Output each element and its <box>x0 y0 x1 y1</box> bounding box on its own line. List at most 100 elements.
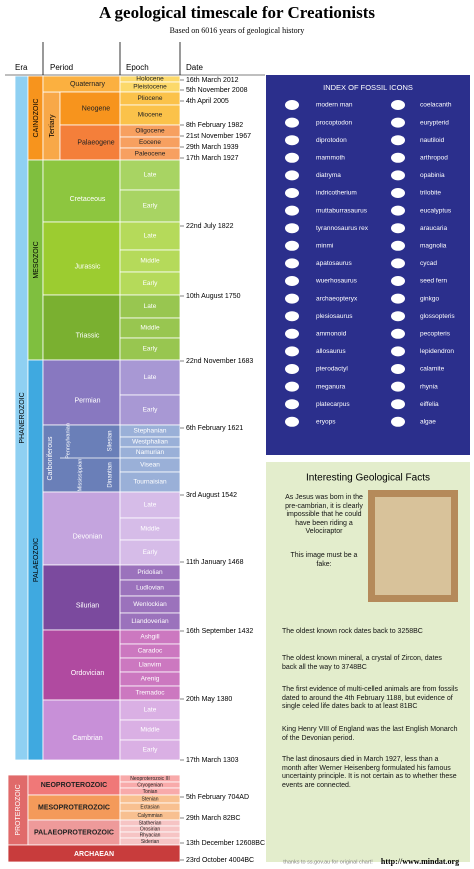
fossil-name: opabinia <box>420 172 445 179</box>
fossil-name: lepidendron <box>420 348 454 355</box>
fossil-icon <box>285 152 299 163</box>
fossil-name: nautiloid <box>420 137 445 144</box>
fossil-name: diprotodon <box>316 137 347 144</box>
fossil-icon <box>285 258 299 269</box>
date-label: 21st November 1967 <box>186 133 251 140</box>
subdivision-label: Mississippian <box>77 459 83 492</box>
date-label: 20th May 1380 <box>186 696 232 703</box>
epoch-label: Pleistocene <box>133 84 167 91</box>
fossil-name: seed fern <box>420 278 447 285</box>
fossil-icon <box>391 240 405 251</box>
period-label: Neogene <box>82 105 111 112</box>
epoch-label: Tournaisian <box>133 479 167 486</box>
epoch-label: Wenlockian <box>133 601 167 608</box>
fossil-icon <box>391 328 405 339</box>
era-label: ARCHAEAN <box>74 851 114 858</box>
era-label: PHANEROZOIC <box>19 392 26 443</box>
subtitle: Based on 6016 years of geological histor… <box>170 26 305 35</box>
period-label: Carboniferous <box>47 436 54 480</box>
epoch-label: Late <box>144 374 157 381</box>
period-label: Palaeogene <box>77 139 114 146</box>
fact-text: The last dinosaurs died in March 1927, l… <box>282 756 457 789</box>
epoch-label: Early <box>143 549 159 556</box>
fossil-name: trilobite <box>420 190 441 197</box>
fossil-name: algae <box>420 419 436 426</box>
fact-text: The oldest known mineral, a crystal of Z… <box>282 655 442 671</box>
epoch-label: Namurian <box>136 449 165 456</box>
epoch <box>119 189 181 223</box>
fossil-icon <box>391 346 405 357</box>
epoch-label: Pliocene <box>138 95 163 102</box>
fact-text: This image must be a fake: <box>290 552 358 568</box>
epoch-label: Arenig <box>141 676 160 683</box>
fossil-icon <box>285 188 299 198</box>
fossil-name: apatosaurus <box>316 260 353 267</box>
fake-image-inner <box>375 497 451 595</box>
fossil-icon <box>391 399 405 410</box>
fossil-name: eurypterid <box>420 119 449 126</box>
epoch <box>119 394 181 426</box>
subdivision-label: Silesian <box>108 430 114 451</box>
fossil-icon <box>285 135 299 146</box>
fossil-name: tyrannosaurus rex <box>316 225 369 232</box>
fossil-icon <box>285 205 299 216</box>
subdivision-label: Pennsylvanian <box>65 423 71 459</box>
fossil-icon <box>391 117 405 128</box>
fossil-name: minmi <box>316 243 333 250</box>
date-label: 5th February 704AD <box>186 794 249 801</box>
fossil-icon <box>285 100 299 110</box>
epoch <box>119 221 181 251</box>
fossil-icon <box>391 416 405 427</box>
epoch-label: Late <box>144 303 157 310</box>
period <box>42 629 121 701</box>
fossil-name: procoptodon <box>316 119 353 126</box>
epoch-label: Late <box>144 233 157 240</box>
footer-credit: thanks to ss.gov.au for original chart! <box>283 859 373 865</box>
epoch-label: Early <box>143 747 159 754</box>
fossil-name: calamite <box>420 366 445 373</box>
fact-text: The oldest known rock dates back to 3258… <box>282 628 423 635</box>
epoch-label: Cryogenian <box>137 782 163 788</box>
fossil-name: allosaurus <box>316 348 346 355</box>
date-label: 5th November 2008 <box>186 87 248 94</box>
period-label: Triassic <box>76 332 100 339</box>
epoch-label: Paleocene <box>135 151 166 158</box>
fossil-name: ammonoid <box>316 331 347 338</box>
facts-title: Interesting Geological Facts <box>306 473 430 484</box>
fossil-icon <box>285 240 299 251</box>
date-label: 17th March 1303 <box>186 757 239 764</box>
fossil-icon <box>285 381 299 392</box>
epoch-label: Middle <box>140 727 160 734</box>
period <box>59 124 121 161</box>
epoch-label: Early <box>143 407 159 414</box>
period-label: Cambrian <box>72 735 102 742</box>
fossil-icon <box>391 188 405 198</box>
column-header: Date <box>186 63 203 72</box>
column-header: Epoch <box>126 63 149 72</box>
period-label: NEOPROTEROZOIC <box>41 782 108 789</box>
period-label: Silurian <box>76 602 99 609</box>
fossil-icon <box>391 276 405 286</box>
epoch-label: Tonian <box>143 789 158 795</box>
fossil-icon <box>391 258 405 269</box>
fossil-icon <box>391 152 405 163</box>
epoch <box>119 739 181 761</box>
fossil-icon <box>391 100 405 110</box>
fossil-name: modern man <box>316 102 353 109</box>
date-label: 22nd July 1822 <box>186 223 234 230</box>
period-label: PALAEOPROTEROZOIC <box>34 829 114 836</box>
fossil-icon <box>391 170 405 181</box>
epoch-label: Late <box>144 502 157 509</box>
period <box>42 294 121 361</box>
date-label: 16th March 2012 <box>186 77 239 84</box>
title: A geological timescale for Creationists <box>99 3 375 22</box>
date-label: 29th March 82BC <box>186 815 240 822</box>
epoch-label: Oligocene <box>135 128 165 135</box>
period <box>42 159 121 223</box>
fossil-name: arthropod <box>420 155 448 162</box>
era-label: MESOZOIC <box>33 241 40 278</box>
fossil-icon <box>391 364 405 374</box>
epoch-label: Early <box>143 280 159 287</box>
epoch-label: Calymmian <box>137 813 162 819</box>
